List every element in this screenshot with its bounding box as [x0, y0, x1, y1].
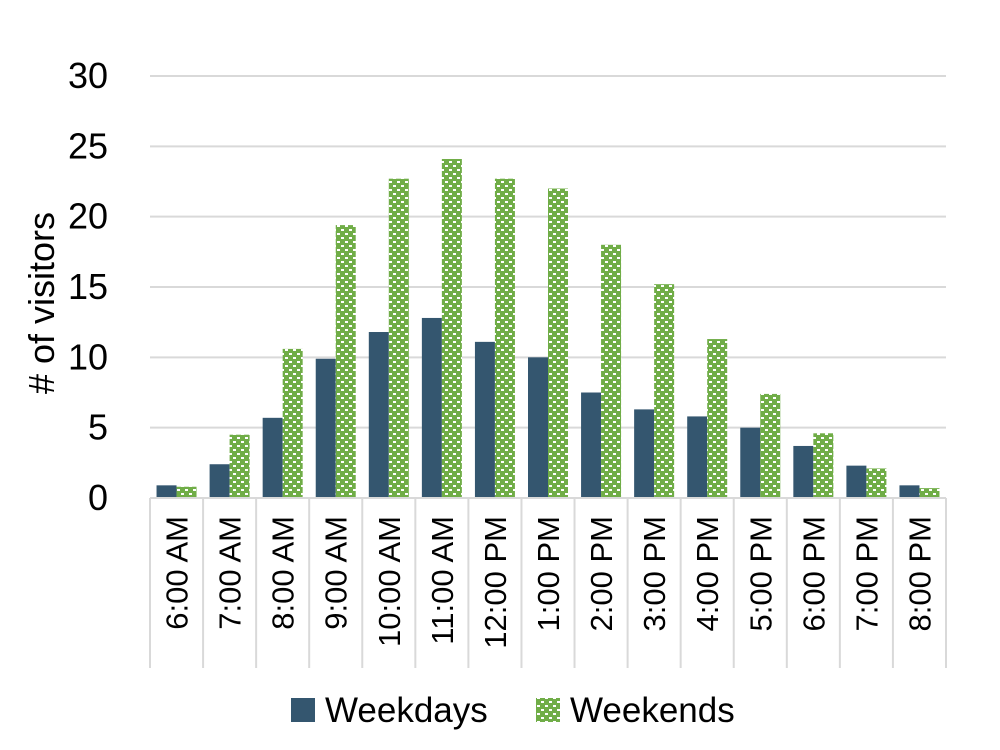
legend-swatch-weekends: [536, 698, 560, 722]
bar-weekends-15: [919, 488, 940, 498]
bar-weekends-11: [707, 339, 728, 498]
bar-weekdays-9: [581, 392, 602, 498]
bar-weekdays-2: [209, 464, 230, 498]
legend-label-weekdays: Weekdays: [325, 691, 488, 730]
bar-weekdays-1: [156, 485, 177, 498]
x-tick-label: 12:00 PM: [478, 516, 513, 649]
legend-label-weekends: Weekends: [570, 691, 735, 730]
y-tick-label: 30: [68, 55, 108, 96]
x-axis-category-labels: 6:00 AM 7:00 AM 8:00 AM 9:00 AM 10:00 AM 11:0…: [160, 516, 938, 649]
bar-weekends-2: [229, 434, 250, 498]
bar-weekdays-6: [421, 317, 442, 498]
bar-weekends-9: [601, 244, 622, 498]
y-axis-title: # of visitors: [21, 212, 62, 394]
bar-weekdays-15: [899, 485, 920, 498]
bar-weekends-12: [760, 393, 781, 498]
bar-weekends-3: [282, 348, 303, 498]
bar-weekdays-4: [315, 358, 336, 498]
x-tick-label: 6:00 PM: [796, 516, 831, 631]
x-tick-label: 8:00 AM: [266, 516, 301, 630]
bar-weekends-14: [866, 468, 887, 498]
x-tick-label: 6:00 AM: [160, 516, 195, 630]
bar-weekends-4: [335, 225, 356, 498]
x-tick-label: 11:00 AM: [425, 516, 460, 645]
bar-weekends-10: [654, 284, 675, 498]
bar-weekdays-8: [528, 357, 548, 498]
x-tick-label: 10:00 AM: [372, 516, 407, 647]
y-tick-label: 20: [68, 196, 108, 237]
bar-weekends-1: [176, 486, 197, 498]
x-tick-label: 1:00 PM: [531, 516, 566, 631]
bar-weekdays-14: [846, 465, 867, 498]
x-axis: [149, 497, 947, 668]
legend-swatch-weekdays: [291, 698, 315, 722]
x-tick-label: 2:00 PM: [584, 516, 619, 631]
x-tick-label: 4:00 PM: [690, 516, 725, 631]
bar-weekends-6: [441, 158, 462, 498]
y-tick-label: 0: [88, 477, 108, 518]
bar-weekdays-5: [368, 332, 389, 498]
y-axis-ticks: 0 5 10 15 20 25 30: [68, 55, 108, 518]
x-tick-label: 8:00 PM: [902, 516, 937, 631]
x-tick-label: 3:00 PM: [637, 516, 672, 631]
bar-weekdays-11: [687, 416, 708, 498]
bar-weekends-8: [548, 188, 568, 499]
x-tick-label: 9:00 AM: [319, 516, 354, 630]
y-tick-label: 5: [88, 407, 108, 448]
x-tick-label: 7:00 PM: [849, 516, 884, 631]
bar-weekdays-3: [262, 417, 283, 498]
x-tick-label: 5:00 PM: [743, 516, 778, 631]
y-tick-label: 10: [68, 336, 108, 377]
y-tick-label: 15: [68, 266, 108, 307]
legend: Weekdays Weekends: [291, 691, 735, 730]
x-tick-label: 7:00 AM: [213, 516, 248, 630]
bar-weekends-5: [388, 178, 409, 499]
bar-weekdays-13: [793, 445, 814, 498]
bar-weekdays-12: [740, 427, 761, 498]
bar-weekdays-7: [474, 341, 495, 498]
bar-weekends-13: [813, 433, 834, 498]
bar-weekdays-10: [634, 409, 655, 498]
bar-weekends-7: [494, 178, 515, 499]
bars: [156, 158, 940, 499]
y-tick-label: 25: [68, 125, 108, 166]
